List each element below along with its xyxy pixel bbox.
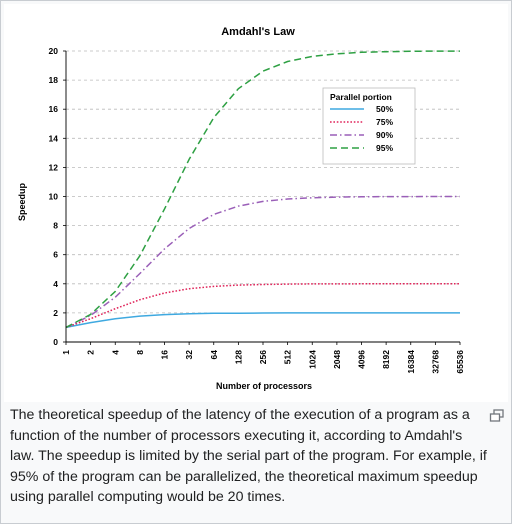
y-tick-label: 0 <box>53 337 58 347</box>
x-tick-label: 8192 <box>381 350 391 369</box>
series-lines <box>65 50 460 329</box>
y-tick-label: 20 <box>49 46 59 56</box>
x-tick-label: 2048 <box>332 350 342 369</box>
x-tick-label: 16384 <box>406 350 416 374</box>
chart-image[interactable]: 0 2 4 6 8 10 12 14 16 18 20 1 2 4 8 16 32 64 128 256 512 102… <box>4 4 508 402</box>
x-tick-labels: 1 2 4 8 16 32 64 128 256 512 1024 2048 4096 8192 16384… <box>61 342 465 374</box>
x-tick-label: 4096 <box>357 350 367 369</box>
legend-title: Parallel portion <box>330 92 392 102</box>
y-tick-label: 18 <box>49 75 59 85</box>
y-axis-label: Speedup <box>17 183 27 222</box>
y-tick-label: 4 <box>53 279 58 289</box>
x-tick-label: 256 <box>258 350 268 364</box>
enlarge-icon[interactable] <box>489 409 505 423</box>
series-line-75-percent <box>65 283 460 329</box>
figure-caption: The theoretical speedup of the latency o… <box>10 407 487 505</box>
y-tick-label: 2 <box>53 308 58 318</box>
legend-label: 75% <box>376 117 393 127</box>
legend-box <box>322 87 416 165</box>
y-tick-label: 14 <box>49 133 59 143</box>
y-tick-label: 16 <box>49 104 59 114</box>
x-tick-label: 65536 <box>455 350 465 374</box>
legend-label: 95% <box>376 143 393 153</box>
y-tick-labels: 0 2 4 6 8 10 12 14 16 18 20 <box>49 46 66 347</box>
x-tick-label: 32768 <box>430 350 440 374</box>
legend: Parallel portion 50% 75% 90% 95% <box>322 87 416 165</box>
series-line-95-percent <box>65 50 460 329</box>
y-tick-label: 6 <box>53 250 58 260</box>
x-tick-label: 1 <box>61 350 71 355</box>
legend-label: 90% <box>376 130 393 140</box>
y-tick-label: 10 <box>49 192 59 202</box>
x-tick-label: 32 <box>184 350 194 360</box>
chart-title: Amdahl's Law <box>221 26 295 38</box>
x-tick-label: 4 <box>110 350 120 355</box>
x-tick-label: 16 <box>160 350 170 360</box>
series-line-50-percent <box>65 312 460 329</box>
x-tick-label: 512 <box>283 350 293 364</box>
legend-label: 50% <box>376 104 393 114</box>
x-tick-label: 1024 <box>307 350 317 369</box>
x-tick-label: 2 <box>86 350 96 355</box>
y-tick-label: 8 <box>53 221 58 231</box>
x-tick-label: 128 <box>233 350 243 364</box>
x-axis-label: Number of processors <box>216 381 312 391</box>
series-line-90-percent <box>65 195 460 329</box>
x-tick-label: 8 <box>135 350 145 355</box>
x-tick-label: 64 <box>209 350 219 360</box>
y-tick-label: 12 <box>49 162 59 172</box>
